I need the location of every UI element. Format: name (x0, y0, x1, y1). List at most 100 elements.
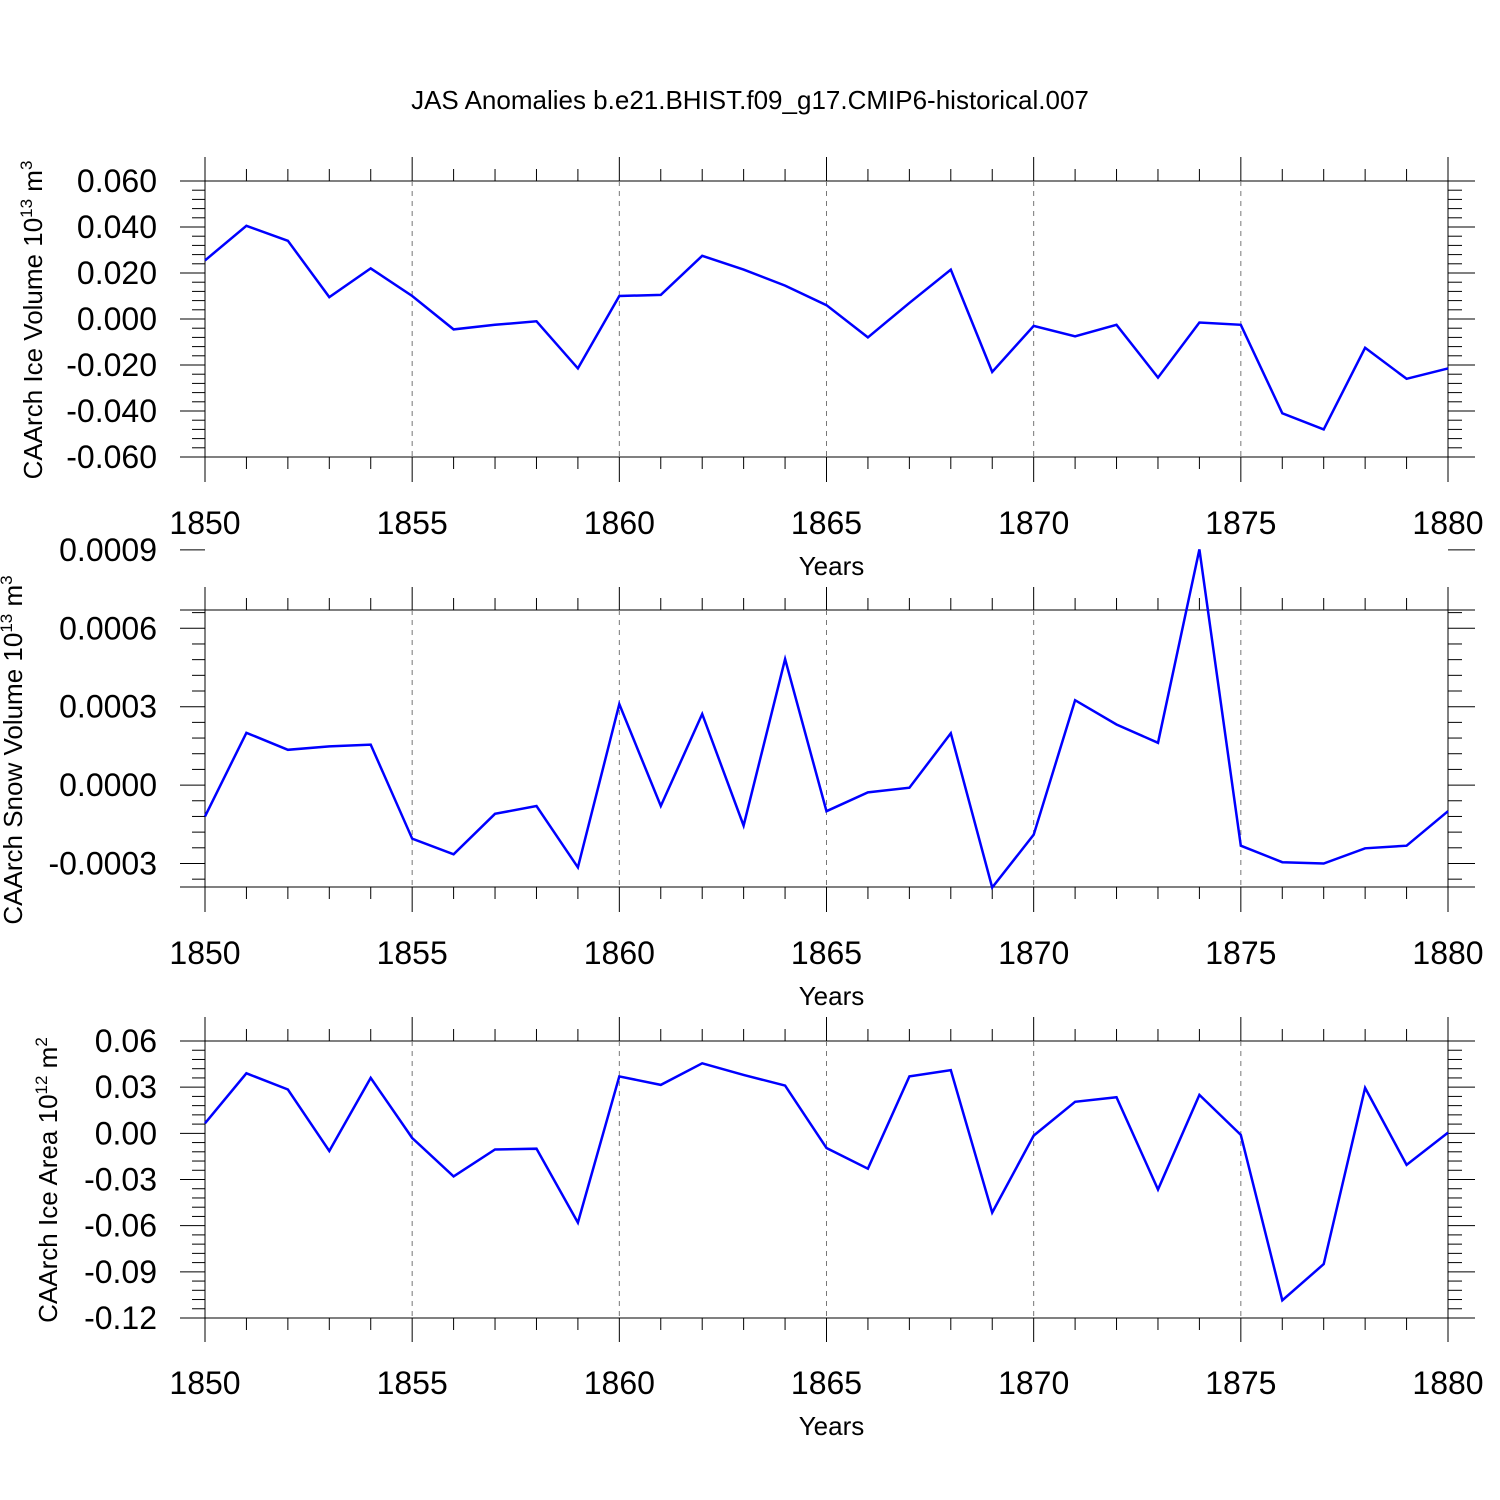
data-point (1116, 1096, 1118, 1098)
y-tick-label: 0.020 (77, 255, 157, 291)
x-tick-label: 1850 (169, 505, 240, 541)
data-point (701, 255, 703, 257)
y-tick-label: 0.000 (77, 301, 157, 337)
series-line (204, 1061, 1449, 1303)
data-point (535, 1148, 537, 1150)
data-point (950, 1069, 952, 1071)
data-point (908, 302, 910, 304)
data-point (370, 267, 372, 269)
data-point (701, 1062, 703, 1064)
y-tick-label: -0.03 (84, 1162, 157, 1198)
data-point (453, 1175, 455, 1177)
data-point (370, 744, 372, 746)
data-point (204, 1122, 206, 1124)
x-tick-label: 1875 (1205, 1365, 1276, 1401)
data-point (867, 336, 869, 338)
data-point (908, 1075, 910, 1077)
data-point (1198, 548, 1200, 550)
y-axis-label: CAArch Ice Volume 1013 m3 (17, 161, 48, 480)
data-point (950, 269, 952, 271)
data-point (494, 813, 496, 815)
data-point (1364, 347, 1366, 349)
data-point (1323, 862, 1325, 864)
y-tick-label: 0.00 (95, 1115, 157, 1151)
data-point (784, 285, 786, 287)
data-point (1033, 834, 1035, 836)
x-tick-label: 1870 (998, 935, 1069, 971)
data-point (577, 1222, 579, 1224)
data-point (826, 304, 828, 306)
data-point (991, 1212, 993, 1214)
y-tick-label: -0.06 (84, 1208, 157, 1244)
data-point (1033, 1135, 1035, 1137)
data-point (1157, 1189, 1159, 1191)
data-point (743, 269, 745, 271)
data-point (577, 866, 579, 868)
data-point (1074, 335, 1076, 337)
data-point (660, 1084, 662, 1086)
data-point (245, 1072, 247, 1074)
data-point (743, 825, 745, 827)
y-tick-label: -0.09 (84, 1254, 157, 1290)
data-point (701, 713, 703, 715)
y-tick-label: 0.03 (95, 1069, 157, 1105)
data-point (660, 294, 662, 296)
data-point (1033, 325, 1035, 327)
data-point (784, 1085, 786, 1087)
data-point (991, 887, 993, 889)
data-point (1447, 810, 1449, 812)
x-tick-label: 1860 (584, 1365, 655, 1401)
data-point (204, 259, 206, 261)
data-point (1364, 1087, 1366, 1089)
data-point (1281, 861, 1283, 863)
data-point (1406, 845, 1408, 847)
data-point (1198, 1094, 1200, 1096)
data-point (287, 240, 289, 242)
data-point (1116, 723, 1118, 725)
data-point (1323, 428, 1325, 430)
y-tick-label: -0.12 (84, 1300, 157, 1336)
panels: 1850 1855 1860 1865 1870 1875 1880 -0.060 -0.040… (0, 157, 1484, 1441)
y-tick-label: -0.0003 (48, 845, 157, 881)
x-tick-label: 1855 (377, 505, 448, 541)
data-point (1447, 367, 1449, 369)
data-point (204, 815, 206, 817)
data-point (328, 745, 330, 747)
data-point (1157, 742, 1159, 744)
x-tick-label: 1865 (791, 505, 862, 541)
y-tick-label: 0.060 (77, 163, 157, 199)
data-point (908, 787, 910, 789)
y-tick-label: -0.040 (66, 393, 157, 429)
data-point (1116, 324, 1118, 326)
x-tick-label: 1855 (377, 935, 448, 971)
x-tick-label: 1880 (1412, 1365, 1483, 1401)
chart-panel-3: 1850 1855 1860 1865 1870 1875 1880 -0.12 -0.09 -0… (32, 1017, 1484, 1441)
data-point (245, 732, 247, 734)
data-point (535, 320, 537, 322)
x-axis-label: Years (799, 1411, 865, 1441)
data-point (1281, 412, 1283, 414)
data-point (784, 658, 786, 660)
data-point (1406, 378, 1408, 380)
x-tick-label: 1875 (1205, 935, 1276, 971)
x-tick-label: 1880 (1412, 935, 1483, 971)
chart-panel-1: 1850 1855 1860 1865 1870 1875 1880 -0.060 -0.040… (17, 157, 1484, 581)
x-tick-label: 1865 (791, 1365, 862, 1401)
data-point (1240, 845, 1242, 847)
x-tick-label: 1870 (998, 505, 1069, 541)
data-point (867, 1168, 869, 1170)
figure-title: JAS Anomalies b.e21.BHIST.f09_g17.CMIP6-… (411, 85, 1089, 115)
y-tick-label: 0.040 (77, 209, 157, 245)
series-line (203, 549, 1449, 891)
y-tick-label: 0.0009 (59, 532, 157, 568)
y-tick-label: 0.0003 (59, 689, 157, 725)
data-point (328, 296, 330, 298)
y-tick-label: 0.0000 (59, 767, 157, 803)
data-point (1447, 1132, 1449, 1134)
data-point (660, 805, 662, 807)
data-point (494, 1148, 496, 1150)
data-point (328, 1150, 330, 1152)
data-point (411, 1137, 413, 1139)
y-tick-label: 0.0006 (59, 610, 157, 646)
